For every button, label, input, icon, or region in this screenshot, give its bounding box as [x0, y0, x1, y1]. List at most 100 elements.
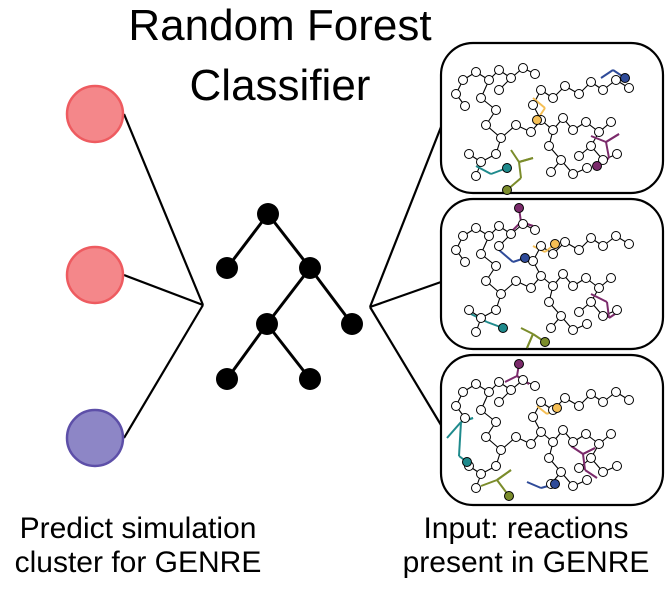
network-node [548, 437, 558, 447]
network-node [558, 269, 568, 279]
output-connectors [122, 113, 205, 439]
network-node [624, 83, 634, 93]
network-node [471, 67, 481, 77]
network-node [536, 85, 546, 95]
network-node [581, 273, 591, 283]
network-node [491, 105, 501, 115]
left-caption-line-1: Predict simulation [19, 512, 257, 545]
network-node [518, 63, 528, 73]
network-node [598, 397, 608, 407]
network-node [598, 311, 608, 321]
tree-edge [266, 213, 312, 269]
network-node [511, 432, 521, 442]
network-node [548, 249, 558, 259]
network-node [560, 81, 570, 91]
network-node [451, 245, 461, 255]
network-node [491, 261, 501, 271]
network-node [624, 395, 634, 405]
left-caption-line-2: cluster for GENRE [14, 546, 262, 579]
network-node-highlighted [550, 479, 560, 489]
network-node [556, 311, 566, 321]
network-node [544, 453, 554, 463]
network-node [451, 89, 461, 99]
network-node-highlighted [462, 457, 472, 467]
network-node [484, 75, 494, 85]
network-node-highlighted [498, 323, 508, 333]
network-node [460, 101, 470, 111]
network-node [494, 85, 504, 95]
network-node [451, 401, 461, 411]
tree-edge [265, 323, 312, 380]
network-node [544, 141, 554, 151]
output-node-3 [65, 408, 125, 468]
network-edge [504, 375, 518, 383]
network-node [506, 385, 516, 395]
network-node [611, 231, 621, 241]
network-node [574, 307, 584, 317]
network-node [494, 65, 504, 75]
network-node [558, 113, 568, 123]
network-node [548, 125, 558, 135]
network-node-highlighted [514, 359, 524, 369]
network-edge [446, 421, 462, 439]
network-node [484, 231, 494, 241]
network-node [548, 281, 558, 291]
network-node-highlighted [504, 491, 514, 501]
network-node [574, 89, 584, 99]
network-node [606, 117, 616, 127]
network-node [458, 75, 468, 85]
network-node [568, 481, 578, 491]
network-node [558, 425, 568, 435]
network-panels [439, 41, 665, 507]
title-line-2: Classifier [189, 61, 371, 110]
network-node [476, 469, 486, 479]
network-node [568, 125, 578, 135]
network-node [471, 483, 481, 493]
network-node [574, 245, 584, 255]
connector-panel-3 [369, 306, 442, 426]
network-edge [582, 447, 596, 455]
network-node [612, 149, 622, 159]
network-node [526, 283, 536, 293]
tree-edge [265, 267, 312, 325]
network-node [536, 397, 546, 407]
network-edge [584, 469, 598, 479]
network-node [506, 73, 516, 83]
network-node [496, 289, 506, 299]
network-node [496, 133, 506, 143]
network-node [526, 127, 536, 137]
network-node [568, 281, 578, 291]
network-node [476, 93, 486, 103]
network-node-highlighted [520, 253, 530, 263]
network-node [624, 239, 634, 249]
network-edge [536, 405, 548, 415]
network-edge [526, 333, 534, 349]
connector-output-1 [122, 113, 205, 306]
network-edge [510, 149, 520, 163]
reaction-network-3 [446, 359, 634, 501]
network-node [574, 401, 584, 411]
network-node [494, 377, 504, 387]
network-node [491, 461, 501, 471]
network-node [582, 163, 592, 173]
network-node [544, 297, 554, 307]
network-node [536, 427, 546, 437]
network-node [586, 141, 596, 151]
right-caption: Input: reactions present in GENRE [385, 512, 667, 580]
network-node-highlighted [550, 239, 560, 249]
network-node [546, 167, 556, 177]
connector-output-2 [123, 273, 204, 307]
network-node [586, 453, 596, 463]
right-caption-line-2: present in GENRE [402, 546, 650, 579]
network-node [464, 305, 474, 315]
network-edge [590, 135, 607, 143]
network-node [582, 319, 592, 329]
network-edge [475, 165, 492, 175]
network-node [598, 85, 608, 95]
network-node [530, 225, 540, 235]
network-node-highlighted [502, 185, 512, 195]
network-node [586, 233, 596, 243]
network-node [594, 283, 604, 293]
network-node-highlighted [592, 161, 602, 171]
